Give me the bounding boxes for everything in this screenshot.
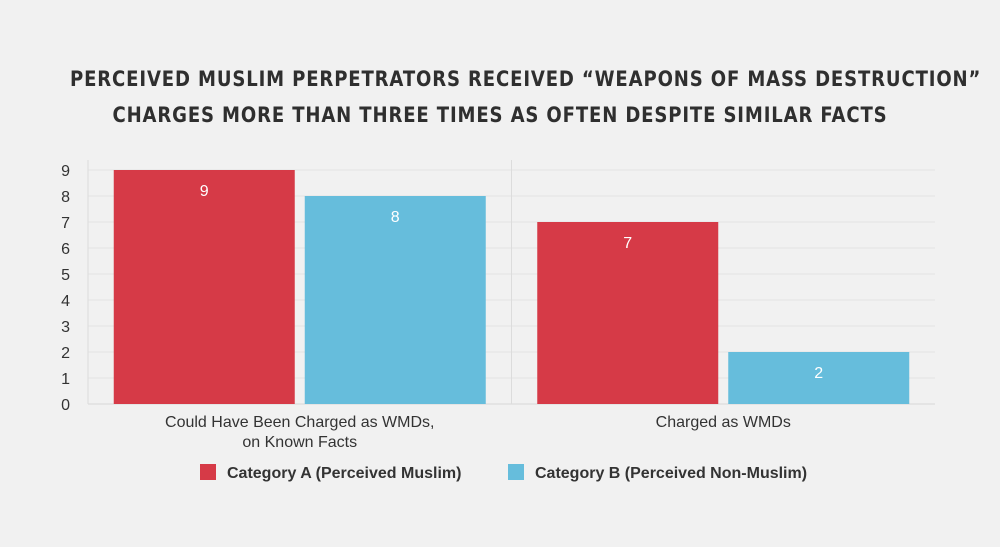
- y-tick-label: 3: [61, 319, 70, 336]
- y-tick-label: 4: [61, 293, 70, 310]
- y-tick-label: 0: [61, 397, 70, 414]
- legend-swatch: [508, 464, 524, 480]
- bar: [304, 196, 486, 404]
- legend-label: Category B (Perceived Non-Muslim): [535, 465, 807, 482]
- chart-title-line-1: PERCEIVED MUSLIM PERPETRATORS RECEIVED “…: [70, 67, 982, 91]
- data-label: 2: [814, 365, 823, 382]
- x-category-label: on Known Facts: [242, 434, 357, 451]
- y-tick-label: 1: [61, 371, 70, 388]
- x-category-label: Charged as WMDs: [656, 414, 791, 431]
- bar: [537, 222, 719, 404]
- y-tick-label: 7: [61, 215, 70, 232]
- legend-label: Category A (Perceived Muslim): [227, 465, 461, 482]
- data-label: 7: [623, 235, 632, 252]
- legend-swatch: [200, 464, 216, 480]
- y-tick-label: 5: [61, 267, 70, 284]
- y-tick-label: 9: [61, 163, 70, 180]
- chart-title-line-2: CHARGES MORE THAN THREE TIMES AS OFTEN D…: [112, 103, 888, 127]
- bar: [113, 170, 295, 404]
- data-label: 8: [391, 209, 400, 226]
- y-tick-label: 2: [61, 345, 70, 362]
- data-label: 9: [200, 183, 209, 200]
- y-tick-label: 8: [61, 189, 70, 206]
- y-tick-label: 6: [61, 241, 70, 258]
- bar: [728, 352, 910, 404]
- x-category-label: Could Have Been Charged as WMDs,: [165, 414, 434, 431]
